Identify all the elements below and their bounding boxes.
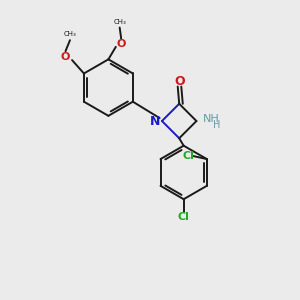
Text: O: O [174, 75, 185, 88]
Text: H: H [213, 120, 221, 130]
Text: CH₃: CH₃ [64, 31, 76, 37]
Text: O: O [116, 39, 126, 49]
Text: O: O [61, 52, 70, 61]
Text: N: N [150, 115, 161, 128]
Text: CH₃: CH₃ [113, 19, 126, 25]
Text: NH: NH [203, 114, 220, 124]
Text: Cl: Cl [182, 151, 194, 161]
Text: Cl: Cl [178, 212, 190, 222]
